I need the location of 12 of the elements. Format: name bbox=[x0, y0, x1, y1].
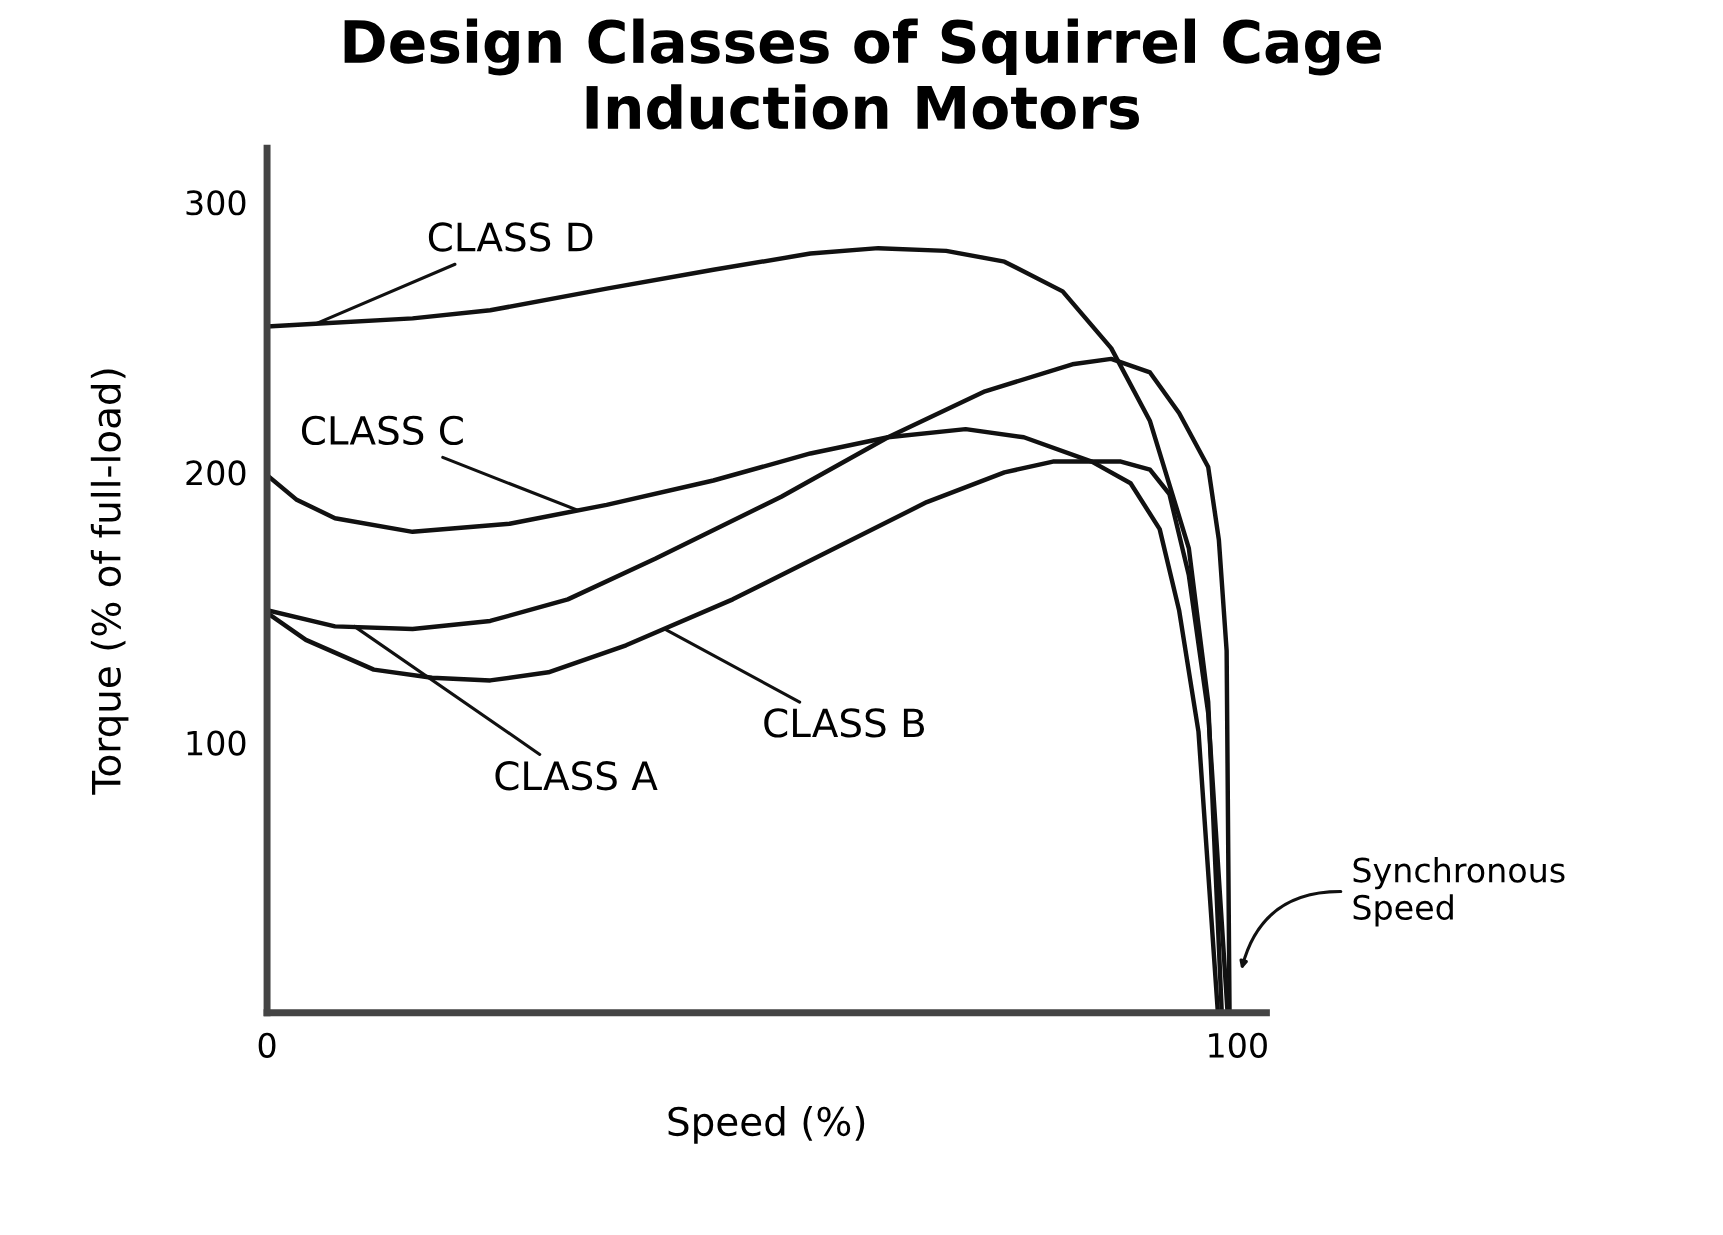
annotation: CLASS D bbox=[428, 222, 593, 252]
annotation: CLASS C bbox=[301, 415, 463, 446]
y-tick-label: 100 bbox=[187, 730, 246, 756]
x-tick-label: 0 bbox=[258, 1032, 276, 1058]
text: Synchronous Speed bbox=[1353, 856, 1565, 927]
y-axis-title: Torque (% of full-load) bbox=[90, 369, 129, 795]
y-tick-label: 200 bbox=[186, 460, 246, 486]
y-tick-label: 300 bbox=[186, 190, 246, 216]
chart-title: Design Classes of Squirrel Cage Induction Motors bbox=[344, 18, 1381, 130]
x-axis-title: Speed (%) bbox=[668, 1106, 865, 1144]
annotation: CLASS A bbox=[495, 761, 658, 791]
annotation: CLASS B bbox=[764, 708, 925, 738]
